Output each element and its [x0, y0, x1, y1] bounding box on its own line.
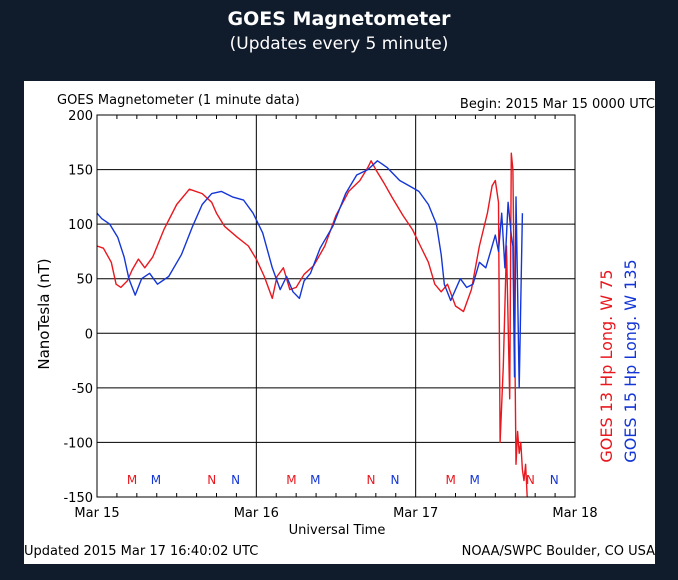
- event-marker: N: [550, 473, 559, 487]
- x-axis-label: Universal Time: [289, 523, 386, 538]
- legend-goes15: GOES 15 Hp Long. W 135: [621, 259, 640, 462]
- event-marker: N: [367, 473, 376, 487]
- y-tick-label: -50: [72, 382, 93, 397]
- y-tick-labels: -150 -100 -50 0 50 100 150 200: [63, 109, 93, 506]
- series-line-goes13: [96, 152, 528, 498]
- y-tick-label: 200: [68, 109, 93, 124]
- chart-title: GOES Magnetometer (1 minute data): [57, 93, 300, 108]
- page-subtitle: (Updates every 5 minute): [229, 34, 449, 54]
- y-tick-label: 0: [85, 327, 93, 342]
- plot-frame: [96, 114, 576, 498]
- event-marker: M: [446, 473, 456, 487]
- event-marker: M: [127, 473, 137, 487]
- begin-label: Begin: 2015 Mar 15 0000 UTC: [460, 97, 655, 112]
- event-marker: M: [286, 473, 296, 487]
- event-marker: N: [207, 473, 216, 487]
- chart-panel: -150 -100 -50 0 50 100 150 200 Mar 15 Mar 16 Mar …: [24, 81, 655, 564]
- x-tick-label: Mar 18: [552, 506, 597, 521]
- y-axis-label: NanoTesla (nT): [35, 258, 53, 369]
- chart-series: [96, 152, 528, 498]
- event-marker: N: [231, 473, 240, 487]
- series-line-goes15: [96, 160, 524, 389]
- x-tick-label: Mar 17: [393, 506, 438, 521]
- event-marker: M: [469, 473, 479, 487]
- y-tick-label: 50: [76, 273, 93, 288]
- event-marker: M: [151, 473, 161, 487]
- chart-grid: [96, 114, 576, 498]
- x-tick-label: Mar 16: [234, 506, 279, 521]
- credit-label: NOAA/SWPC Boulder, CO USA: [462, 544, 655, 559]
- x-tick-labels: Mar 15 Mar 16 Mar 17 Mar 18: [74, 506, 597, 521]
- legend-goes13: GOES 13 Hp Long. W 75: [597, 269, 616, 462]
- updated-timestamp: Updated 2015 Mar 17 16:40:02 UTC: [24, 544, 258, 559]
- y-tick-label: -100: [63, 436, 93, 451]
- event-marker: N: [390, 473, 399, 487]
- y-tick-label: 100: [68, 218, 93, 233]
- event-marker: N: [526, 473, 535, 487]
- y-tick-label: -150: [63, 491, 93, 506]
- y-tick-label: 150: [68, 164, 93, 179]
- x-tick-label: Mar 15: [74, 506, 119, 521]
- event-marker: M: [310, 473, 320, 487]
- page-title: GOES Magnetometer: [227, 8, 451, 30]
